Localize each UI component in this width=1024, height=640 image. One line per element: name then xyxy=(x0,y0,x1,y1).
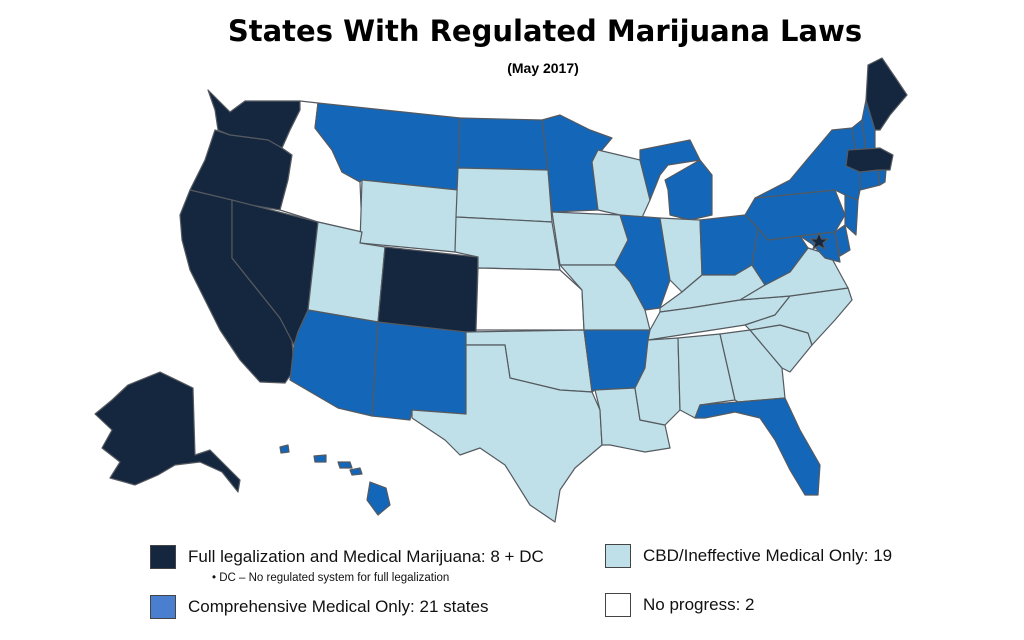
state-new-mexico[interactable] xyxy=(371,321,467,421)
state-colorado[interactable] xyxy=(377,246,479,336)
state-south-dakota[interactable] xyxy=(455,167,553,223)
state-arizona[interactable] xyxy=(289,309,379,417)
legend-label-full: Full legalization and Medical Marijuana:… xyxy=(188,547,544,566)
state-rhode-island[interactable] xyxy=(877,169,887,186)
state-texas[interactable] xyxy=(411,344,603,523)
page-title: States With Regulated Marijuana Laws xyxy=(227,14,863,48)
legend-swatch-full xyxy=(150,545,176,569)
state-hawaii-1[interactable] xyxy=(279,444,290,454)
dc-star-icon xyxy=(809,232,829,250)
state-michigan[interactable] xyxy=(639,139,713,221)
legend-label-medical: Comprehensive Medical Only: 21 states xyxy=(188,597,489,616)
state-new-jersey[interactable] xyxy=(844,194,859,236)
state-hawaii-2[interactable] xyxy=(313,454,327,463)
state-new-hampshire[interactable] xyxy=(861,99,876,153)
state-wyoming[interactable] xyxy=(359,179,459,253)
state-delaware[interactable] xyxy=(834,224,851,257)
legend-swatch-medical xyxy=(150,595,176,619)
legend-swatch-cbd xyxy=(605,544,631,568)
state-massachusetts[interactable] xyxy=(845,147,894,173)
state-alaska[interactable] xyxy=(94,371,241,493)
state-florida[interactable] xyxy=(694,397,821,496)
state-hawaii-4[interactable] xyxy=(349,467,363,476)
state-maine[interactable] xyxy=(865,57,908,131)
legend-full: Full legalization and Medical Marijuana:… xyxy=(150,545,544,569)
legend-swatch-none xyxy=(605,593,631,617)
state-connecticut[interactable] xyxy=(859,169,881,191)
state-hawaii-5[interactable] xyxy=(366,481,391,516)
legend-label-cbd: CBD/Ineffective Medical Only: 19 xyxy=(643,546,893,565)
legend-label-none: No progress: 2 xyxy=(643,595,755,614)
page-subtitle: (May 2017) xyxy=(507,60,579,76)
legend-note-dc: • DC – No regulated system for full lega… xyxy=(212,572,450,584)
state-north-carolina[interactable] xyxy=(744,287,853,346)
state-iowa[interactable] xyxy=(551,211,629,266)
legend-medical: Comprehensive Medical Only: 21 states xyxy=(150,595,488,619)
legend-cbd: CBD/Ineffective Medical Only: 19 xyxy=(605,544,892,568)
state-north-dakota[interactable] xyxy=(457,117,549,171)
legend-none: No progress: 2 xyxy=(605,593,755,617)
state-hawaii-3[interactable] xyxy=(337,461,353,469)
state-kansas[interactable] xyxy=(475,267,585,331)
